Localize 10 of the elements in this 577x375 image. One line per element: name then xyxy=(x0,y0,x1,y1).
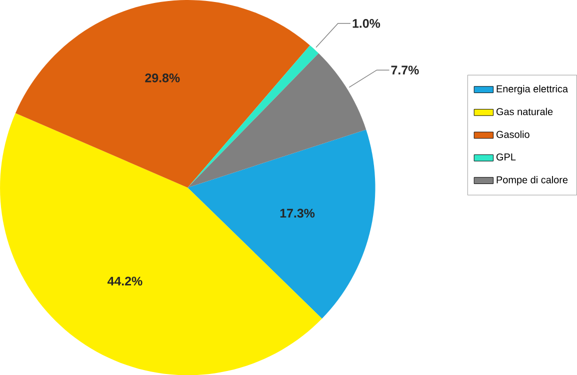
legend-label: Energia elettrica xyxy=(496,84,568,94)
data-label: 7.7% xyxy=(391,66,419,74)
data-label: 29.8% xyxy=(145,73,180,82)
legend-label: Gasolio xyxy=(496,130,530,138)
legend-label: Gas naturale xyxy=(496,108,553,116)
data-label: 1.0% xyxy=(352,18,380,28)
legend-label: GPL xyxy=(496,153,516,160)
data-label: 17.3% xyxy=(280,208,315,218)
data-label: 44.2% xyxy=(107,276,142,286)
legend-label: Pompe di calore xyxy=(496,176,568,186)
